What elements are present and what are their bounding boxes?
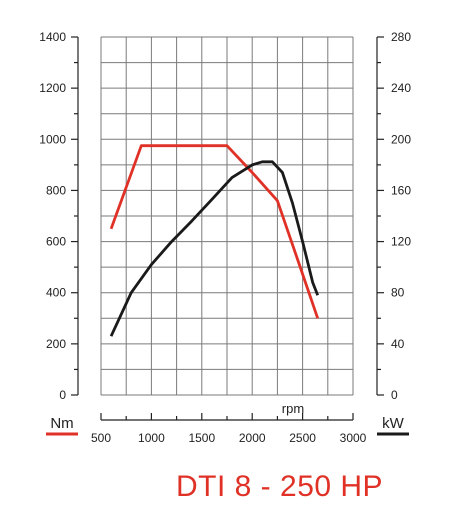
chart-tick-labels: 0 200 400 600 800 1000 1200 1400 0 40 80 120 160 200 2… (39, 30, 411, 445)
torque-curve (109, 144, 320, 319)
chart-axes (46, 36, 409, 436)
right-axis-unit: kW (382, 415, 405, 432)
right-tick-label: 80 (391, 286, 405, 300)
chart-title: DTI 8 - 250 HP (176, 470, 384, 503)
right-tick-label: 40 (391, 337, 405, 351)
right-tick-label: 280 (391, 30, 411, 44)
x-tick-label: 2500 (289, 431, 316, 445)
x-axis-label: rpm (282, 401, 304, 416)
right-tick-label: 200 (391, 132, 411, 146)
left-tick-label: 1000 (39, 132, 66, 146)
left-tick-label: 1400 (39, 30, 66, 44)
left-tick-label: 400 (46, 286, 66, 300)
left-axis-unit: Nm (50, 415, 73, 432)
chart-series (109, 144, 320, 337)
left-tick-label: 200 (46, 337, 66, 351)
x-tick-label: 3000 (340, 431, 367, 445)
power-torque-chart: 0 200 400 600 800 1000 1200 1400 0 40 80 120 160 200 2… (39, 30, 411, 445)
x-tick-label: 2000 (239, 431, 266, 445)
left-tick-label: 1200 (39, 81, 66, 95)
left-tick-label: 0 (59, 388, 66, 402)
chart-grid (100, 36, 354, 396)
right-tick-label: 160 (391, 183, 411, 197)
power-curve (109, 160, 320, 337)
right-tick-label: 0 (391, 388, 398, 402)
right-tick-label: 120 (391, 235, 411, 249)
x-tick-label: 1000 (138, 431, 165, 445)
left-tick-label: 600 (46, 235, 66, 249)
x-tick-label: 500 (91, 431, 111, 445)
left-tick-label: 800 (46, 183, 66, 197)
right-tick-label: 240 (391, 81, 411, 95)
x-tick-label: 1500 (188, 431, 215, 445)
